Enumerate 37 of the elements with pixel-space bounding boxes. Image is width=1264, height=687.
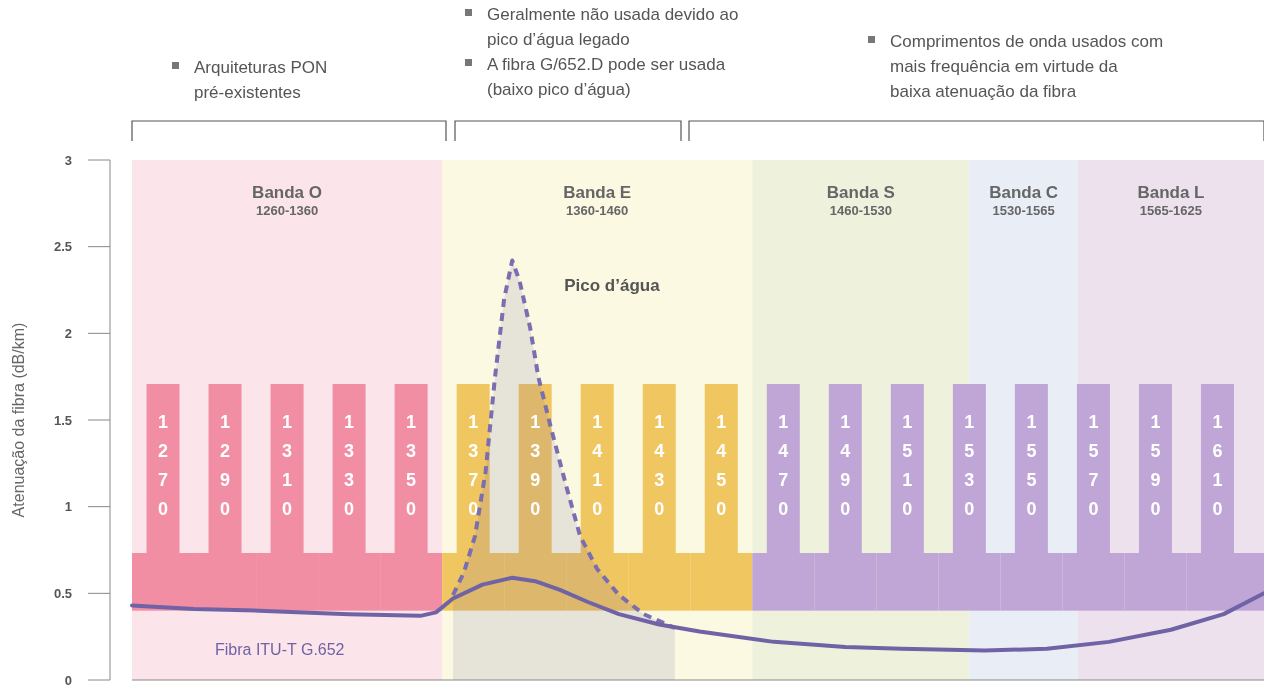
x-tick-label: 1 4 3 0 xyxy=(654,412,665,519)
text: A fibra G/652.D pode ser usada (baixo pico d’água) xyxy=(487,55,726,99)
x-tick-label: 1 3 1 0 xyxy=(282,412,293,519)
series-label: Fibra ITU-T G.652 xyxy=(215,641,345,659)
x-tick-label: 1 2 9 0 xyxy=(220,412,231,519)
y-tick-label: 1 xyxy=(64,499,72,515)
text: Geralmente não usada devido ao pico d’água legado xyxy=(487,5,739,49)
band-label: Banda C 1530-1565 xyxy=(989,183,1059,218)
x-tick-label: 1 4 5 0 xyxy=(716,412,727,519)
x-tick-label: 1 5 1 0 xyxy=(902,412,913,519)
x-tick-label: 1 4 1 0 xyxy=(592,412,603,519)
x-tick-label: 1 5 5 0 xyxy=(1026,412,1037,519)
x-tick-label: 1 5 9 0 xyxy=(1150,412,1161,519)
text: Pico d’água xyxy=(564,275,661,295)
band-label: Banda L 1565-1625 xyxy=(1137,183,1205,218)
text: Comprimentos de onda usados com mais frequência em virtude da baixa atenuação da fibra xyxy=(890,32,1164,101)
x-tick-label: 1 3 3 0 xyxy=(344,412,355,519)
x-tick-label: 1 5 3 0 xyxy=(964,412,975,519)
y-tick-label: 2 xyxy=(64,325,72,341)
x-tick-label: 1 3 7 0 xyxy=(468,412,479,519)
text: Arquiteturas PON pré-existentes xyxy=(194,58,328,102)
x-tick-label: 1 2 7 0 xyxy=(158,412,169,519)
y-tick-label: 1.5 xyxy=(53,412,72,428)
band-label: Banda E 1360-1460 xyxy=(563,183,632,218)
y-axis-title: Atenuação da fibra (dB/km) xyxy=(10,322,27,518)
x-tick-label: 1 3 9 0 xyxy=(530,412,541,519)
y-tick-label: 0 xyxy=(64,672,72,687)
y-tick-label: 0.5 xyxy=(53,585,72,601)
y-tick-label: 3 xyxy=(64,152,72,168)
band-label: Banda S 1460-1530 xyxy=(826,183,895,218)
x-tick-label: 1 5 7 0 xyxy=(1088,412,1099,519)
x-tick-label: 1 6 1 0 xyxy=(1212,412,1223,519)
x-tick-label: 1 3 5 0 xyxy=(406,412,417,519)
band-label: Banda O 1260-1360 xyxy=(252,183,323,218)
y-tick-label: 2.5 xyxy=(53,239,72,255)
x-tick-label: 1 4 7 0 xyxy=(778,412,789,519)
x-tick-label: 1 4 9 0 xyxy=(840,412,851,519)
